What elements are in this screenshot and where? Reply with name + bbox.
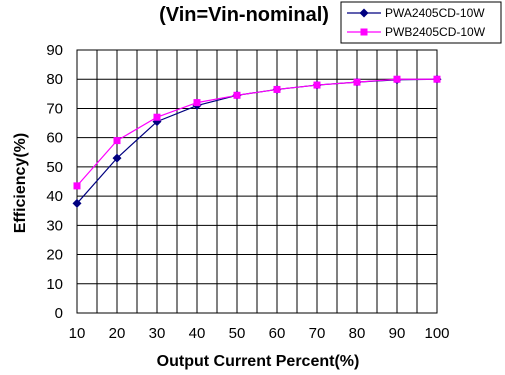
y-tick-label: 70 <box>46 100 63 117</box>
x-tick-label: 40 <box>189 325 206 342</box>
legend-marker <box>360 28 368 36</box>
data-point <box>153 113 161 121</box>
x-axis-title: Output Current Percent(%) <box>157 353 360 370</box>
legend-box <box>340 1 502 44</box>
data-point <box>353 78 361 86</box>
x-tick-label: 20 <box>109 325 126 342</box>
plot-area-frame <box>76 49 438 314</box>
x-tick-label: 10 <box>69 325 86 342</box>
data-point <box>433 75 441 83</box>
y-tick-label: 30 <box>46 217 63 234</box>
y-tick-label: 40 <box>46 188 63 205</box>
y-tick-label: 80 <box>46 71 63 88</box>
y-tick-label: 10 <box>46 276 63 293</box>
data-point <box>113 137 121 145</box>
series-2 <box>73 75 441 190</box>
y-tick-label: 20 <box>46 247 63 264</box>
series-line <box>76 78 437 187</box>
x-tick-label: 70 <box>309 325 326 342</box>
chart-title: (Vin=Vin-nominal) <box>159 4 329 26</box>
x-tick-label: 80 <box>349 325 366 342</box>
grid <box>77 50 437 313</box>
y-tick-label: 50 <box>46 159 63 176</box>
legend-label: PWB2405CD-10W <box>385 25 486 39</box>
x-tick-label: 50 <box>229 325 246 342</box>
y-tick-label: 0 <box>55 305 63 322</box>
legend-marker <box>359 8 369 18</box>
data-point <box>193 99 201 107</box>
y-axis-title: Efficiency(%) <box>12 133 29 233</box>
data-point <box>393 75 401 83</box>
series-layer <box>72 74 442 208</box>
data-point <box>112 153 122 163</box>
x-tick-label: 100 <box>424 325 449 342</box>
y-tick-label: 60 <box>46 130 63 147</box>
data-point <box>273 85 281 93</box>
y-axis-ticks: 0 10 20 30 40 50 60 70 80 90 <box>46 42 63 322</box>
data-point <box>73 182 81 190</box>
data-point <box>313 81 321 89</box>
data-point <box>72 198 82 208</box>
data-point <box>233 91 241 99</box>
x-tick-label: 60 <box>269 325 286 342</box>
x-tick-label: 90 <box>389 325 406 342</box>
y-tick-label: 90 <box>46 42 63 59</box>
x-axis-ticks: 10 20 30 40 50 60 70 80 90 100 <box>69 325 450 342</box>
legend: PWA2405CD-10W PWB2405CD-10W <box>340 1 502 44</box>
x-tick-label: 30 <box>149 325 166 342</box>
legend-label: PWA2405CD-10W <box>385 6 485 20</box>
